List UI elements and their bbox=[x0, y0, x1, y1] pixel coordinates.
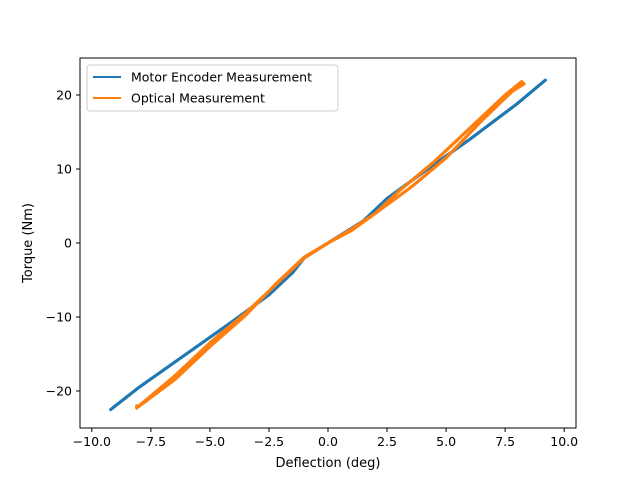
y-axis-label: Torque (Nm) bbox=[21, 203, 36, 284]
y-tick-label: 20 bbox=[56, 88, 72, 103]
y-tick-label: 10 bbox=[56, 162, 72, 177]
y-tick-label: 0 bbox=[64, 236, 72, 251]
x-tick-label: −10.0 bbox=[73, 434, 111, 449]
x-tick-label: −7.5 bbox=[136, 434, 166, 449]
x-tick-label: 7.5 bbox=[495, 434, 515, 449]
x-tick-label: 0.0 bbox=[318, 434, 338, 449]
x-tick-label: −5.0 bbox=[195, 434, 225, 449]
legend-frame bbox=[86, 64, 339, 112]
legend-label-1: Optical Measurement bbox=[131, 91, 265, 106]
y-axis: −20 −10 0 10 20 bbox=[46, 88, 80, 399]
legend-label-0: Motor Encoder Measurement bbox=[131, 70, 312, 85]
x-tick-label: −2.5 bbox=[254, 434, 284, 449]
x-tick-label: 10.0 bbox=[550, 434, 578, 449]
x-tick-label: 5.0 bbox=[436, 434, 456, 449]
x-axis-label: Deflection (deg) bbox=[275, 456, 380, 471]
x-axis: −10.0 −7.5 −5.0 −2.5 0.0 2.5 5.0 7.5 10.0 bbox=[73, 428, 578, 449]
series-line-1 bbox=[135, 80, 526, 410]
y-tick-label: −20 bbox=[46, 384, 72, 399]
y-tick-label: −10 bbox=[46, 310, 72, 325]
legend: Motor Encoder Measurement Optical Measure… bbox=[86, 64, 339, 112]
x-tick-label: 2.5 bbox=[377, 434, 397, 449]
series-layer bbox=[109, 78, 547, 412]
